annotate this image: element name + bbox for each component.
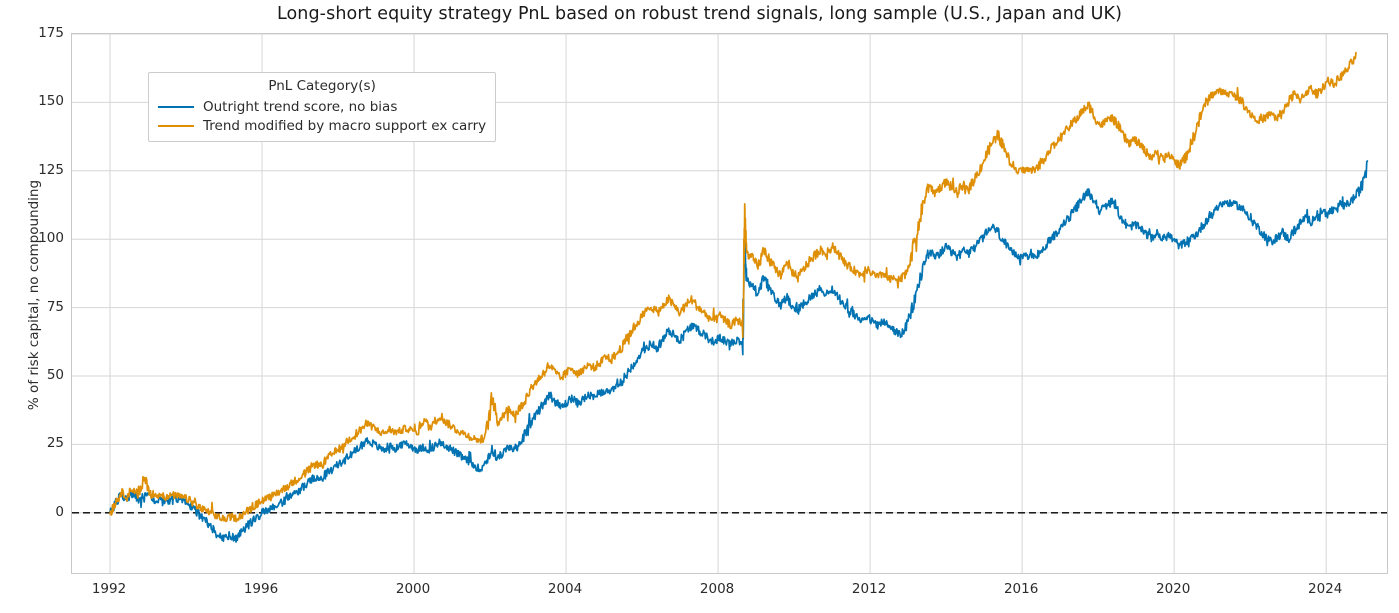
legend-label-trend-modified: Trend modified by macro support ex carry xyxy=(203,117,487,134)
x-tick-label: 2008 xyxy=(699,581,735,597)
y-tick-label: 50 xyxy=(46,367,64,383)
y-tick-label: 125 xyxy=(38,161,64,178)
x-tick-label: 2004 xyxy=(547,581,583,597)
series-line-trend-modified xyxy=(109,51,1357,523)
legend-swatch-blue xyxy=(158,105,194,108)
y-tick-label: 100 xyxy=(38,230,64,247)
x-tick-label: 2024 xyxy=(1308,581,1343,597)
chart-title: Long-short equity strategy PnL based on … xyxy=(276,4,1123,24)
plot-area: PnL Category(s) Outright trend score, no… xyxy=(71,33,1388,574)
plot-svg xyxy=(72,34,1387,573)
legend-label-outright-trend: Outright trend score, no bias xyxy=(203,98,398,115)
legend-item-outright-trend[interactable]: Outright trend score, no bias xyxy=(158,97,486,116)
x-tick-label: 1996 xyxy=(243,581,279,597)
series-line-outright-trend xyxy=(109,160,1369,543)
data-series-layer xyxy=(109,51,1369,543)
x-tick-label: 2020 xyxy=(1155,581,1191,597)
x-tick-label: 2012 xyxy=(851,581,887,597)
x-tick-label: 2016 xyxy=(1003,581,1039,597)
legend-title: PnL Category(s) xyxy=(268,78,376,94)
gridlines xyxy=(72,34,1387,573)
y-tick-label: 150 xyxy=(38,93,64,110)
legend[interactable]: PnL Category(s) Outright trend score, no… xyxy=(148,72,497,142)
y-axis-ticks: 0 25 50 75 100 125 150 175 xyxy=(0,25,64,574)
legend-swatch-orange xyxy=(158,124,194,127)
x-tick-label: 2000 xyxy=(395,581,431,597)
x-axis-ticks: 1992 1996 2000 2004 2008 2012 2016 2020 2024 xyxy=(71,581,1388,605)
y-tick-label: 25 xyxy=(46,435,64,452)
y-tick-label: 175 xyxy=(38,25,64,41)
legend-item-trend-modified[interactable]: Trend modified by macro support ex carry xyxy=(158,116,486,135)
x-tick-label: 1992 xyxy=(91,581,127,597)
y-tick-label: 75 xyxy=(46,298,64,315)
y-tick-label: 0 xyxy=(55,503,64,520)
